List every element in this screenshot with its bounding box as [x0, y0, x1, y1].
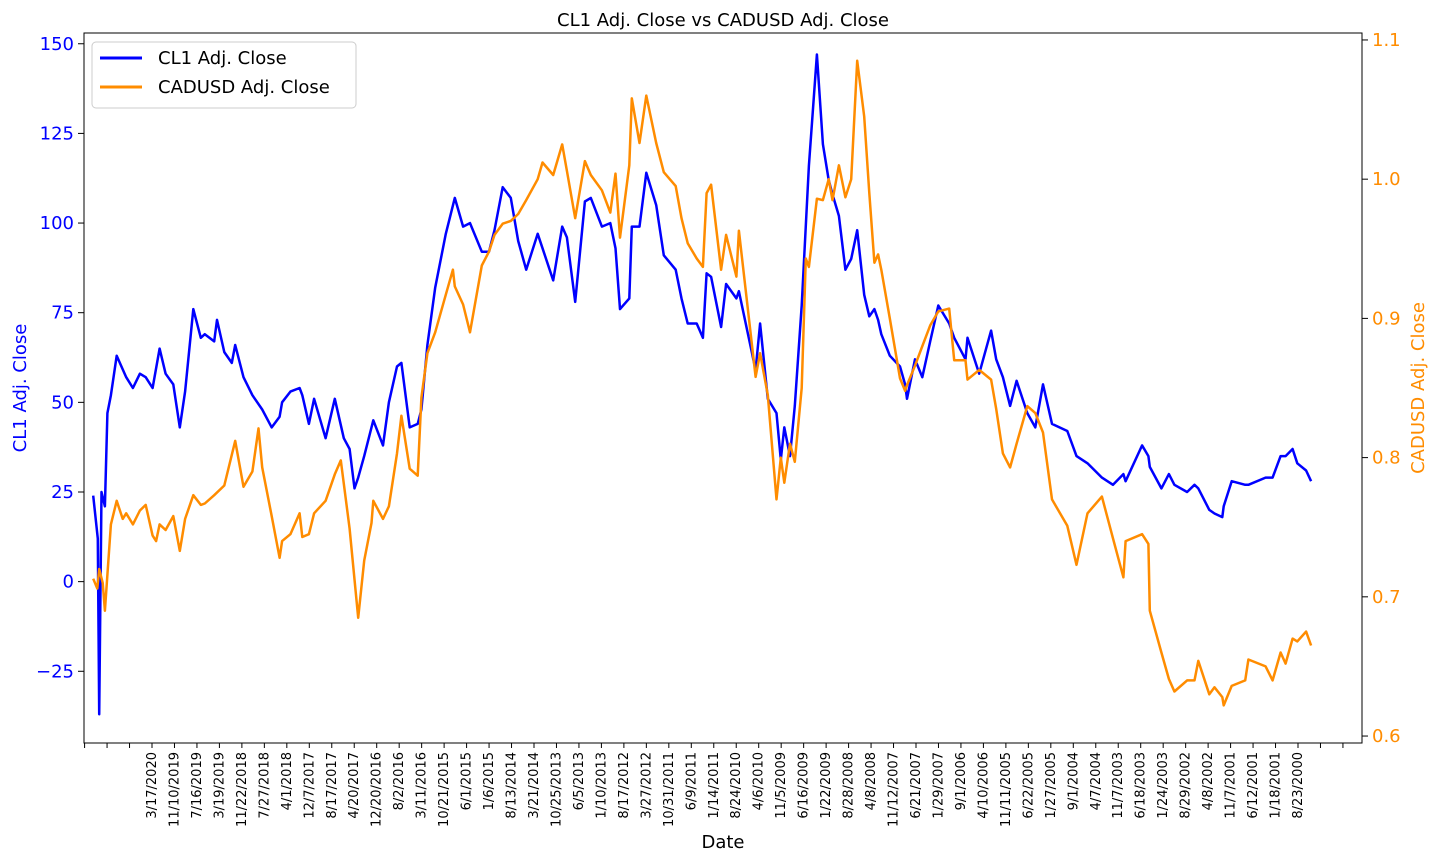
right-y-tick-label: 1.1 [1372, 30, 1401, 51]
x-tick-label: 9/1/2006 [954, 752, 969, 810]
right-y-axis-label: CADUSD Adj. Close [1408, 302, 1429, 474]
x-tick-label: 11/12/2007 [887, 752, 902, 827]
right-y-tick-label: 0.8 [1372, 448, 1401, 469]
left-y-tick-label: 50 [51, 392, 74, 413]
series-line-cadusd [92, 59, 1313, 707]
plot-frame [83, 32, 1363, 744]
left-y-axis-label: CL1 Adj. Close [10, 324, 31, 453]
x-tick-label: 6/1/2015 [460, 752, 475, 810]
x-tick-label: 3/11/2016 [415, 752, 430, 819]
x-tick-label: 1/14/2011 [707, 752, 722, 819]
left-y-tick-label: −25 [36, 661, 74, 682]
x-tick-label: 8/2/2016 [392, 752, 407, 810]
x-tick-label: 11/11/2005 [999, 752, 1014, 827]
x-tick-label: 8/28/2008 [842, 752, 857, 819]
x-tick-label: 1/29/2007 [931, 752, 946, 819]
x-tick-label: 4/7/2004 [1089, 752, 1104, 810]
x-tick-label: 8/29/2002 [1179, 752, 1194, 819]
x-tick-label: 7/16/2019 [190, 752, 205, 819]
x-tick-label: 8/24/2010 [729, 752, 744, 819]
x-tick-label: 8/23/2000 [1291, 752, 1306, 819]
x-tick-label: 10/25/2013 [549, 752, 564, 827]
x-tick-label: 8/17/2012 [617, 752, 632, 819]
x-tick-label: 10/31/2011 [662, 752, 677, 827]
left-y-tick-label: 75 [51, 303, 74, 324]
left-y-tick-label: 125 [40, 123, 74, 144]
legend-label-cadusd: CADUSD Adj. Close [158, 77, 330, 98]
x-tick-label: 11/10/2019 [167, 752, 182, 827]
x-tick-label: 1/18/2001 [1269, 752, 1284, 819]
plot-area [91, 53, 1313, 716]
x-tick-label: 3/19/2019 [212, 752, 227, 819]
x-tick-label: 6/18/2003 [1134, 752, 1149, 819]
right-y-axis: 0.6 0.7 0.8 0.9 1.0 1.1 [1362, 30, 1401, 747]
left-y-tick-label: 150 [40, 34, 74, 55]
x-tick-label: 3/21/2014 [527, 752, 542, 819]
x-tick-label: 3/17/2020 [145, 752, 160, 819]
x-tick-label: 8/17/2017 [325, 752, 340, 819]
x-axis: 3/17/2020 11/10/2019 7/16/2019 3/19/2019 11/… [84, 743, 1344, 827]
x-tick-label: 6/22/2005 [1021, 752, 1036, 819]
x-tick-label: 9/1/2004 [1066, 752, 1081, 810]
x-tick-label: 4/8/2002 [1201, 752, 1216, 810]
right-y-tick-label: 0.7 [1372, 587, 1401, 608]
left-y-tick-label: 0 [63, 572, 74, 593]
x-tick-label: 1/24/2003 [1156, 752, 1171, 819]
x-tick-label: 12/7/2017 [302, 752, 317, 819]
x-tick-label: 7/27/2018 [257, 752, 272, 819]
x-tick-label: 11/22/2018 [235, 752, 250, 827]
x-tick-label: 4/6/2010 [752, 752, 767, 810]
x-tick-label: 1/10/2013 [594, 752, 609, 819]
x-tick-label: 1/6/2015 [482, 752, 497, 810]
x-tick-label: 4/1/2018 [280, 752, 295, 810]
x-tick-label: 11/7/2003 [1111, 752, 1126, 819]
x-tick-label: 1/27/2005 [1044, 752, 1059, 819]
left-y-axis: −25 0 25 50 75 100 125 150 [36, 34, 84, 682]
x-tick-label: 6/12/2001 [1246, 752, 1261, 819]
x-tick-label: 4/20/2017 [347, 752, 362, 819]
chart-title: CL1 Adj. Close vs CADUSD Adj. Close [557, 10, 889, 31]
x-tick-label: 11/7/2001 [1224, 752, 1239, 819]
series-line-cl1 [91, 53, 1313, 716]
right-y-tick-label: 1.0 [1372, 169, 1401, 190]
x-tick-label: 12/20/2016 [370, 752, 385, 827]
x-tick-label: 6/9/2011 [684, 752, 699, 810]
x-tick-label: 1/22/2009 [819, 752, 834, 819]
legend-label-cl1: CL1 Adj. Close [158, 48, 287, 69]
left-y-tick-label: 25 [51, 482, 74, 503]
left-y-tick-label: 100 [40, 213, 74, 234]
x-tick-label: 8/13/2014 [505, 752, 520, 819]
x-tick-label: 6/16/2009 [797, 752, 812, 819]
legend: CL1 Adj. Close CADUSD Adj. Close [91, 41, 357, 109]
x-tick-label: 10/21/2015 [437, 752, 452, 827]
x-tick-label: 4/8/2008 [864, 752, 879, 810]
x-tick-label: 6/5/2013 [572, 752, 587, 810]
x-tick-label: 11/5/2009 [774, 752, 789, 819]
x-tick-label: 4/10/2006 [976, 752, 991, 819]
legend-box [91, 41, 357, 109]
x-tick-label: 3/27/2012 [639, 752, 654, 819]
right-y-tick-label: 0.9 [1372, 308, 1401, 329]
x-axis-label: Date [701, 832, 744, 853]
x-tick-label: 6/21/2007 [909, 752, 924, 819]
right-y-tick-label: 0.6 [1372, 726, 1401, 747]
